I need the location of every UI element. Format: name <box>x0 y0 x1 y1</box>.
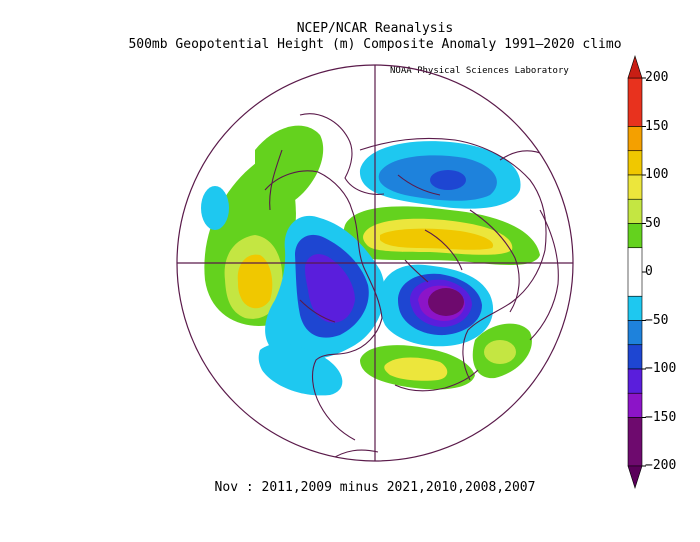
pacific-positive-anomaly-core <box>237 254 273 309</box>
colorbar-label: −50 <box>645 312 669 328</box>
colorbar-bin <box>627 417 643 467</box>
anomaly-field <box>201 125 540 396</box>
south-positive-anomaly-inner <box>384 357 448 381</box>
colorbar-label: 0 <box>645 264 653 279</box>
colorbar-bin <box>627 126 643 152</box>
colorbar-bin <box>627 344 643 370</box>
title-line-2: 500mb Geopotential Height (m) Composite … <box>128 37 622 52</box>
east-positive-anomaly-inner <box>484 340 516 364</box>
colorbar-bin <box>627 223 643 249</box>
west-pacific-negative-anomaly <box>201 186 229 230</box>
composite-dates: Nov : 2011,2009 minus 2021,2010,2008,200… <box>214 480 536 495</box>
title-line-1: NCEP/NCAR Reanalysis <box>296 21 454 36</box>
colorbar-under-arrow <box>627 465 643 489</box>
colorbar-bin <box>627 247 643 297</box>
credit-label: NOAA Physical Sciences Laboratory <box>390 66 569 76</box>
colorbar-label: 150 <box>645 118 669 134</box>
colorbar-label: 200 <box>645 70 669 85</box>
colorbar-label: 100 <box>645 167 669 182</box>
colorbar-label: −150 <box>645 409 677 425</box>
colorbar-bin <box>627 198 643 224</box>
colorbar-bin <box>627 295 643 321</box>
north-america-negative-anomaly-core <box>305 254 355 323</box>
continent-outlines <box>264 113 559 461</box>
colorbar-bin <box>627 77 643 127</box>
colorbar-bin <box>627 392 643 418</box>
colorbar-bin <box>627 150 643 176</box>
eurasia-positive-anomaly-core <box>380 228 494 250</box>
colorbar-bin <box>627 368 643 394</box>
colorbar-bin <box>627 174 643 200</box>
map-frame <box>176 64 574 462</box>
atlantic-negative-anomaly-core <box>428 288 464 316</box>
colorbar-bin <box>627 320 643 346</box>
colorbar-label: −100 <box>645 361 677 376</box>
colorbar-label: −200 <box>645 458 677 473</box>
arctic-negative-anomaly-core <box>430 170 466 190</box>
colorbar-over-arrow <box>627 55 643 79</box>
colorbar-label: 50 <box>645 215 661 231</box>
